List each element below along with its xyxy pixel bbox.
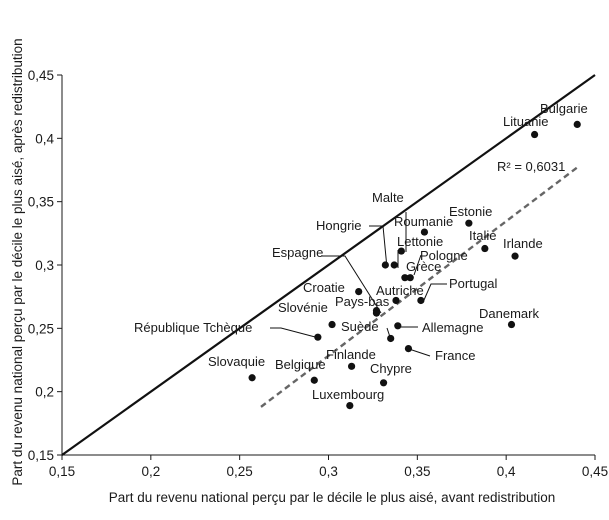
label-bulgarie: Bulgarie: [540, 101, 588, 116]
label-roumanie: Roumanie: [394, 214, 453, 229]
point-slovenie: [328, 320, 336, 329]
point-hongrie: [381, 261, 389, 269]
point-grece: [401, 274, 409, 282]
y-tick-label: 0,2: [35, 385, 54, 400]
label-espagne: Espagne: [272, 245, 323, 260]
label-croatie: Croatie: [303, 280, 345, 295]
x-tick-label: 0,4: [497, 464, 516, 479]
label-irlande: Irlande: [503, 236, 543, 251]
label-malte: Malte: [372, 190, 404, 205]
point-republique-tcheque: [314, 333, 322, 341]
identity-line: [61, 74, 596, 456]
point-italie: [481, 244, 489, 253]
y-tick-label: 0,35: [28, 195, 54, 210]
point-autriche: [392, 296, 400, 305]
x-tick-label: 0,15: [49, 464, 75, 479]
y-axis-title: Part du revenu national perçu par le déc…: [10, 38, 25, 485]
label-allemagne: Allemagne: [422, 320, 483, 335]
label-lettonie: Lettonie: [397, 234, 443, 249]
x-tick-label: 0,45: [582, 464, 608, 479]
y-tick-label: 0,4: [35, 131, 54, 146]
point-pologne: [406, 274, 414, 282]
label-belgique: Belgique: [275, 357, 326, 372]
r-squared-label: R² = 0,6031: [497, 159, 565, 174]
point-bulgarie: [573, 120, 581, 128]
label-chypre: Chypre: [370, 361, 412, 376]
point-luxembourg: [346, 402, 354, 410]
label-hongrie: Hongrie: [316, 218, 362, 233]
label-slovenie: Slovénie: [278, 300, 328, 315]
label-autriche: Autriche: [376, 283, 424, 298]
label-grece: Grèce: [406, 259, 441, 274]
x-tick-label: 0,35: [404, 464, 430, 479]
point-portugal: [417, 296, 425, 305]
data-points: [248, 120, 581, 410]
y-tick-label: 0,15: [28, 448, 54, 463]
point-croatie: [355, 288, 363, 296]
label-slovaquie: Slovaquie: [208, 354, 265, 369]
point-lettonie: [390, 261, 398, 269]
point-danemark: [507, 320, 516, 329]
leader-republique-tcheque: [270, 327, 320, 339]
label-suede: Suède: [341, 319, 379, 334]
y-tick-label: 0,45: [28, 68, 54, 83]
point-pays-bas: [372, 309, 381, 317]
x-tick-label: 0,3: [319, 464, 338, 479]
leader-hongrie: [369, 225, 388, 269]
y-tick-label: 0,25: [28, 321, 54, 336]
label-republique-tcheque: République Tchèque: [134, 320, 252, 335]
x-axis-title: Part du revenu national perçu par le déc…: [109, 490, 556, 505]
x-tick-label: 0,25: [227, 464, 253, 479]
y-tick-label: 0,3: [35, 258, 54, 273]
label-italie: Italie: [469, 228, 496, 243]
leader-portugal: [423, 283, 447, 301]
point-lituanie: [530, 130, 539, 139]
x-tick-label: 0,2: [141, 464, 160, 479]
leader-espagne: [322, 255, 382, 314]
label-finlande: Finlande: [326, 347, 376, 362]
point-estonie: [465, 219, 473, 227]
point-roumanie: [420, 228, 429, 236]
point-suede: [387, 334, 395, 343]
point-france: [404, 345, 413, 353]
y-ticks: 0,15 0,2 0,25 0,3 0,35 0,4 0,45: [28, 68, 62, 463]
leader-pologne: [413, 254, 422, 276]
label-france: France: [435, 348, 475, 363]
point-belgique: [310, 376, 318, 384]
label-estonie: Estonie: [449, 204, 492, 219]
point-irlande: [511, 252, 519, 260]
trend-line: [260, 166, 578, 408]
leader-france: [408, 348, 431, 357]
point-allemagne: [394, 322, 402, 330]
point-chypre: [379, 379, 388, 387]
point-finlande: [347, 362, 356, 370]
reference-lines: [61, 74, 596, 456]
point-malte: [397, 247, 405, 255]
label-pays-bas: Pays-bas: [335, 294, 390, 309]
label-portugal: Portugal: [449, 276, 498, 291]
label-luxembourg: Luxembourg: [312, 387, 384, 402]
x-ticks: 0,15 0,2 0,25 0,3 0,35 0,4 0,45: [49, 455, 608, 479]
point-slovaquie: [248, 374, 256, 382]
label-danemark: Danemark: [479, 306, 539, 321]
label-lituanie: Lituanie: [503, 114, 549, 129]
label-pologne: Pologne: [420, 248, 468, 263]
